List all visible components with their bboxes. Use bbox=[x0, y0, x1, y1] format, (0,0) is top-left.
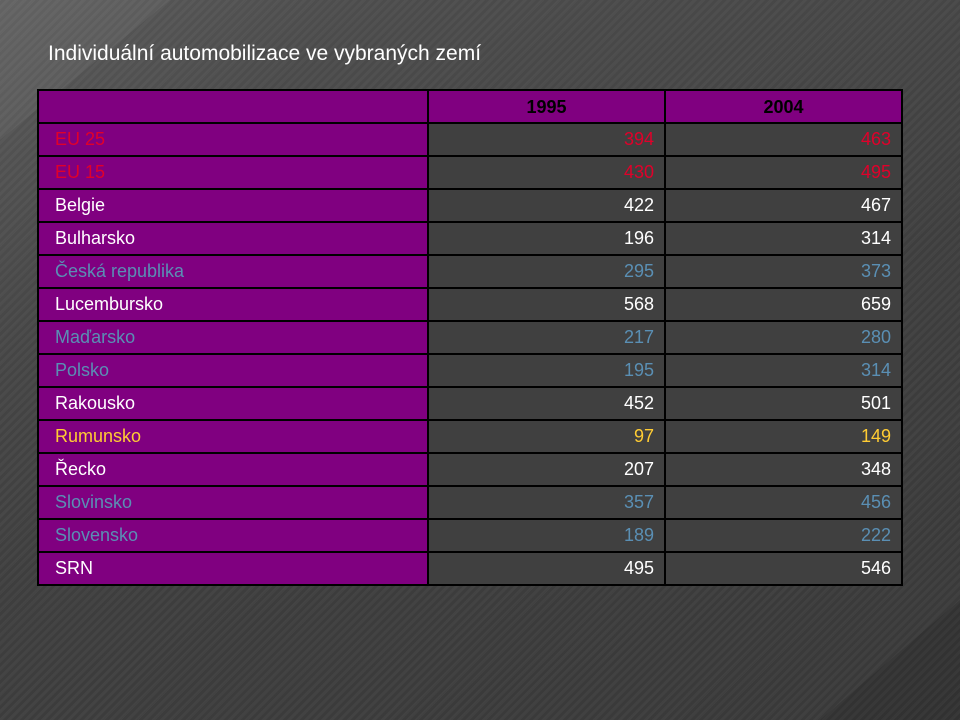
value-2004: 149 bbox=[664, 419, 903, 454]
value-2004: 222 bbox=[664, 518, 903, 553]
table-row: Slovensko 189 222 bbox=[37, 518, 903, 553]
table-row: Polsko 195 314 bbox=[37, 353, 903, 388]
value-1995: 452 bbox=[427, 386, 666, 421]
country-name: Rumunsko bbox=[37, 419, 429, 454]
value-1995: 195 bbox=[427, 353, 666, 388]
value-2004: 659 bbox=[664, 287, 903, 322]
country-name: Slovinsko bbox=[37, 485, 429, 520]
country-name: Bulharsko bbox=[37, 221, 429, 256]
value-2004: 501 bbox=[664, 386, 903, 421]
table-row: Česká republika 295 373 bbox=[37, 254, 903, 289]
value-1995: 97 bbox=[427, 419, 666, 454]
value-1995: 495 bbox=[427, 551, 666, 586]
table-row: SRN 495 546 bbox=[37, 551, 903, 586]
country-name: Česká republika bbox=[37, 254, 429, 289]
country-name: Řecko bbox=[37, 452, 429, 487]
table-row: Maďarsko 217 280 bbox=[37, 320, 903, 355]
value-2004: 495 bbox=[664, 155, 903, 190]
value-1995: 207 bbox=[427, 452, 666, 487]
value-1995: 196 bbox=[427, 221, 666, 256]
table-row: EU 25 394 463 bbox=[37, 122, 903, 157]
value-2004: 456 bbox=[664, 485, 903, 520]
country-name: SRN bbox=[37, 551, 429, 586]
value-2004: 280 bbox=[664, 320, 903, 355]
country-name: Rakousko bbox=[37, 386, 429, 421]
value-1995: 422 bbox=[427, 188, 666, 223]
value-1995: 357 bbox=[427, 485, 666, 520]
country-name: EU 25 bbox=[37, 122, 429, 157]
table-row: Slovinsko 357 456 bbox=[37, 485, 903, 520]
value-1995: 568 bbox=[427, 287, 666, 322]
table-row: Bulharsko 196 314 bbox=[37, 221, 903, 256]
country-name: Slovensko bbox=[37, 518, 429, 553]
value-2004: 348 bbox=[664, 452, 903, 487]
table-header-2004: 2004 bbox=[664, 89, 903, 124]
table-row: Řecko 207 348 bbox=[37, 452, 903, 487]
slide-title: Individuální automobilizace ve vybraných… bbox=[48, 42, 482, 65]
table-header-row: 1995 2004 bbox=[37, 89, 903, 124]
data-table: 1995 2004 EU 25 394 463 EU 15 430 495 Be… bbox=[37, 89, 903, 586]
value-1995: 430 bbox=[427, 155, 666, 190]
value-2004: 373 bbox=[664, 254, 903, 289]
value-2004: 467 bbox=[664, 188, 903, 223]
table-header-empty bbox=[37, 89, 429, 124]
country-name: EU 15 bbox=[37, 155, 429, 190]
value-1995: 189 bbox=[427, 518, 666, 553]
country-name: Maďarsko bbox=[37, 320, 429, 355]
table-row: Belgie 422 467 bbox=[37, 188, 903, 223]
value-2004: 314 bbox=[664, 353, 903, 388]
value-1995: 394 bbox=[427, 122, 666, 157]
table-row: Lucembursko 568 659 bbox=[37, 287, 903, 322]
country-name: Belgie bbox=[37, 188, 429, 223]
table-header-1995: 1995 bbox=[427, 89, 666, 124]
value-2004: 314 bbox=[664, 221, 903, 256]
country-name: Lucembursko bbox=[37, 287, 429, 322]
table-row: EU 15 430 495 bbox=[37, 155, 903, 190]
value-1995: 295 bbox=[427, 254, 666, 289]
value-2004: 463 bbox=[664, 122, 903, 157]
table-row: Rumunsko 97 149 bbox=[37, 419, 903, 454]
value-1995: 217 bbox=[427, 320, 666, 355]
country-name: Polsko bbox=[37, 353, 429, 388]
table-row: Rakousko 452 501 bbox=[37, 386, 903, 421]
value-2004: 546 bbox=[664, 551, 903, 586]
